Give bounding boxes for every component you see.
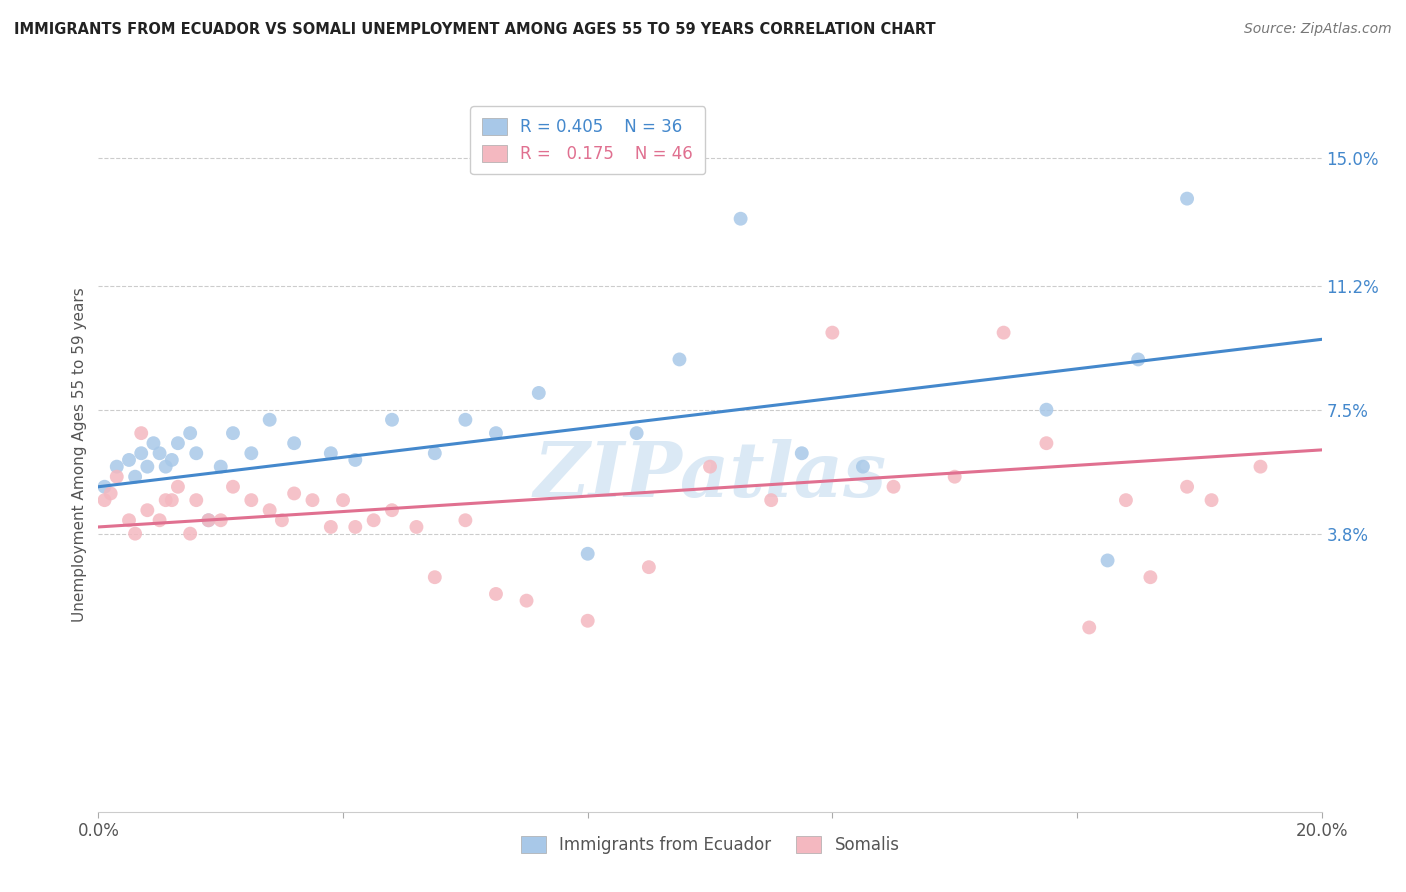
Point bbox=[637, 560, 661, 574]
Point bbox=[100, 486, 122, 500]
Point bbox=[344, 453, 367, 467]
Point bbox=[136, 503, 159, 517]
Point bbox=[142, 436, 165, 450]
Point bbox=[240, 493, 263, 508]
Point bbox=[167, 480, 190, 494]
Point bbox=[993, 326, 1015, 340]
Point bbox=[1139, 570, 1161, 584]
Point bbox=[283, 436, 305, 450]
Point bbox=[186, 493, 208, 508]
Point bbox=[699, 459, 721, 474]
Point bbox=[155, 459, 177, 474]
Point bbox=[179, 426, 201, 441]
Point bbox=[197, 513, 219, 527]
Point bbox=[240, 446, 263, 460]
Text: Source: ZipAtlas.com: Source: ZipAtlas.com bbox=[1244, 22, 1392, 37]
Point bbox=[344, 520, 367, 534]
Point bbox=[105, 469, 128, 483]
Point bbox=[883, 480, 905, 494]
Point bbox=[136, 459, 159, 474]
Y-axis label: Unemployment Among Ages 55 to 59 years: Unemployment Among Ages 55 to 59 years bbox=[72, 287, 87, 623]
Point bbox=[301, 493, 323, 508]
Point bbox=[1078, 620, 1101, 634]
Text: ZIPatlas: ZIPatlas bbox=[533, 440, 887, 513]
Point bbox=[1115, 493, 1137, 508]
Point bbox=[129, 426, 152, 441]
Point bbox=[259, 503, 281, 517]
Point bbox=[155, 493, 177, 508]
Point bbox=[1175, 192, 1198, 206]
Point bbox=[160, 493, 183, 508]
Point bbox=[93, 480, 115, 494]
Point bbox=[222, 480, 245, 494]
Point bbox=[222, 426, 245, 441]
Point bbox=[1035, 436, 1057, 450]
Point bbox=[179, 526, 201, 541]
Point bbox=[118, 513, 141, 527]
Point bbox=[790, 446, 813, 460]
Point bbox=[454, 413, 477, 427]
Point bbox=[167, 436, 190, 450]
Point bbox=[1128, 352, 1150, 367]
Point bbox=[186, 446, 208, 460]
Point bbox=[516, 593, 538, 607]
Legend: Immigrants from Ecuador, Somalis: Immigrants from Ecuador, Somalis bbox=[510, 826, 910, 864]
Point bbox=[118, 453, 141, 467]
Point bbox=[209, 513, 232, 527]
Point bbox=[209, 459, 232, 474]
Point bbox=[381, 503, 404, 517]
Point bbox=[759, 493, 782, 508]
Point bbox=[332, 493, 354, 508]
Point bbox=[576, 547, 599, 561]
Point bbox=[405, 520, 427, 534]
Point bbox=[1097, 553, 1119, 567]
Point bbox=[423, 446, 446, 460]
Point bbox=[149, 513, 172, 527]
Point bbox=[1201, 493, 1223, 508]
Point bbox=[730, 211, 752, 226]
Point bbox=[1249, 459, 1271, 474]
Point bbox=[1175, 480, 1198, 494]
Point bbox=[283, 486, 305, 500]
Point bbox=[527, 386, 550, 401]
Point bbox=[852, 459, 875, 474]
Point bbox=[943, 469, 966, 483]
Point bbox=[124, 469, 146, 483]
Point bbox=[160, 453, 183, 467]
Point bbox=[319, 446, 342, 460]
Point bbox=[1035, 402, 1057, 417]
Point bbox=[319, 520, 342, 534]
Point bbox=[381, 413, 404, 427]
Point bbox=[454, 513, 477, 527]
Point bbox=[576, 614, 599, 628]
Point bbox=[668, 352, 690, 367]
Point bbox=[259, 413, 281, 427]
Point bbox=[149, 446, 172, 460]
Point bbox=[270, 513, 292, 527]
Point bbox=[485, 426, 508, 441]
Point bbox=[363, 513, 385, 527]
Point bbox=[626, 426, 648, 441]
Text: IMMIGRANTS FROM ECUADOR VS SOMALI UNEMPLOYMENT AMONG AGES 55 TO 59 YEARS CORRELA: IMMIGRANTS FROM ECUADOR VS SOMALI UNEMPL… bbox=[14, 22, 935, 37]
Point bbox=[124, 526, 146, 541]
Point bbox=[821, 326, 844, 340]
Point bbox=[197, 513, 219, 527]
Point bbox=[129, 446, 152, 460]
Point bbox=[93, 493, 115, 508]
Point bbox=[105, 459, 128, 474]
Point bbox=[485, 587, 508, 601]
Point bbox=[423, 570, 446, 584]
